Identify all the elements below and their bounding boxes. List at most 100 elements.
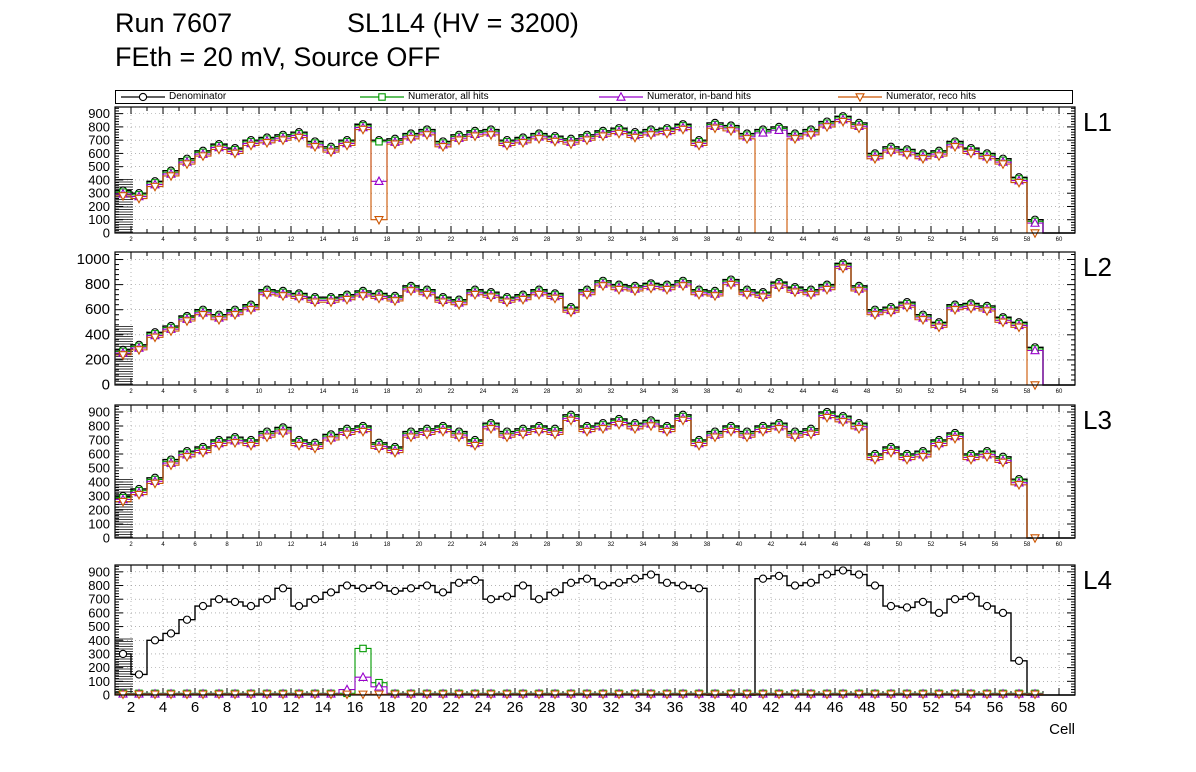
svg-text:6: 6: [193, 389, 197, 395]
svg-text:56: 56: [987, 699, 1004, 716]
svg-text:46: 46: [832, 237, 839, 243]
svg-text:54: 54: [955, 699, 972, 716]
svg-text:18: 18: [384, 542, 391, 548]
svg-text:24: 24: [475, 699, 492, 716]
superlayer-title: SL1L4 (HV = 3200): [347, 8, 579, 38]
panel-L4-line-denominator: [115, 569, 1075, 696]
svg-text:8: 8: [225, 237, 229, 243]
first-bin-hatch: [115, 479, 133, 538]
svg-text:22: 22: [448, 237, 455, 243]
legend-label-reco: Numerator, reco hits: [886, 91, 977, 102]
svg-text:200: 200: [88, 503, 110, 518]
panel-L3-markers-reco: [118, 413, 1040, 544]
svg-text:48: 48: [859, 699, 876, 716]
panel-L1-grid: [115, 107, 1075, 233]
svg-text:500: 500: [88, 619, 110, 634]
svg-text:28: 28: [544, 389, 551, 395]
circle-icon: [121, 92, 165, 102]
svg-text:46: 46: [832, 389, 839, 395]
svg-text:40: 40: [736, 389, 743, 395]
svg-text:300: 300: [88, 489, 110, 504]
svg-text:50: 50: [896, 237, 903, 243]
svg-text:100: 100: [88, 517, 110, 532]
svg-text:40: 40: [731, 699, 748, 716]
svg-text:4: 4: [159, 699, 167, 716]
svg-text:16: 16: [347, 699, 364, 716]
panel-L2-line-reco: [115, 267, 1075, 386]
legend: Denominator Numerator, all hits Numerator,…: [115, 90, 1073, 104]
svg-text:60: 60: [1056, 542, 1063, 548]
svg-text:500: 500: [88, 159, 110, 174]
panel-L3-frame: [114, 404, 1076, 539]
panel-label-L4: L4: [1083, 565, 1112, 595]
svg-text:700: 700: [88, 433, 110, 448]
triangle-up-icon: [599, 91, 643, 101]
svg-text:36: 36: [667, 699, 684, 716]
panel-L3-grid: [115, 405, 1075, 538]
panel-L1-frame: [114, 106, 1076, 234]
svg-text:400: 400: [85, 326, 110, 343]
svg-text:32: 32: [608, 542, 615, 548]
svg-text:6: 6: [193, 237, 197, 243]
svg-text:44: 44: [795, 699, 812, 716]
svg-text:42: 42: [768, 237, 775, 243]
svg-text:10: 10: [256, 237, 263, 243]
svg-text:4: 4: [161, 542, 165, 548]
svg-text:2: 2: [127, 699, 135, 716]
svg-text:20: 20: [416, 237, 423, 243]
svg-text:8: 8: [223, 699, 231, 716]
svg-text:0: 0: [102, 377, 110, 394]
svg-text:58: 58: [1024, 237, 1031, 243]
svg-text:14: 14: [320, 542, 327, 548]
panel-L1-markers-reco: [118, 117, 1040, 239]
svg-text:32: 32: [608, 237, 615, 243]
svg-text:6: 6: [191, 699, 199, 716]
svg-text:34: 34: [635, 699, 652, 716]
svg-text:800: 800: [88, 578, 110, 593]
svg-text:700: 700: [88, 133, 110, 148]
svg-text:54: 54: [960, 389, 967, 395]
panel-L4-markers-denominator: [118, 566, 1024, 679]
svg-text:50: 50: [896, 389, 903, 395]
svg-text:2: 2: [129, 237, 133, 243]
triangle-down-icon: [838, 93, 882, 103]
svg-text:32: 32: [603, 699, 620, 716]
svg-text:0: 0: [103, 226, 110, 241]
svg-text:30: 30: [576, 542, 583, 548]
svg-text:8: 8: [225, 542, 229, 548]
svg-text:32: 32: [608, 389, 615, 395]
svg-text:800: 800: [88, 419, 110, 434]
svg-text:100: 100: [88, 674, 110, 689]
svg-text:900: 900: [88, 564, 110, 579]
svg-text:24: 24: [480, 389, 487, 395]
svg-text:800: 800: [88, 119, 110, 134]
panel-L1-markers-inband: [118, 114, 1040, 227]
svg-text:52: 52: [928, 542, 935, 548]
legend-label-all: Numerator, all hits: [408, 91, 489, 102]
svg-text:50: 50: [896, 542, 903, 548]
square-icon: [360, 93, 404, 101]
svg-text:26: 26: [512, 237, 519, 243]
svg-text:40: 40: [736, 542, 743, 548]
svg-text:0: 0: [103, 688, 110, 703]
svg-text:46: 46: [827, 699, 844, 716]
svg-text:2: 2: [129, 389, 133, 395]
svg-text:26: 26: [512, 389, 519, 395]
svg-text:12: 12: [288, 389, 295, 395]
svg-text:14: 14: [315, 699, 332, 716]
svg-text:18: 18: [384, 389, 391, 395]
svg-text:400: 400: [88, 633, 110, 648]
svg-text:36: 36: [672, 389, 679, 395]
svg-text:38: 38: [699, 699, 716, 716]
svg-text:12: 12: [288, 542, 295, 548]
svg-text:34: 34: [640, 542, 647, 548]
legend-entry-denominator: Denominator: [116, 91, 355, 103]
svg-text:700: 700: [88, 592, 110, 607]
svg-text:14: 14: [320, 389, 327, 395]
panel-L2-x-labels: 2 4 6 8 10 12 14 16 18 20 22 24 26 28 30 32 34 36 38 40 42 44…: [129, 389, 1063, 395]
svg-text:48: 48: [864, 237, 871, 243]
